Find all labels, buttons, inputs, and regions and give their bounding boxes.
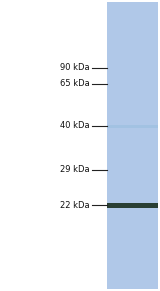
Bar xyxy=(107,203,158,207)
Text: 29 kDa: 29 kDa xyxy=(60,166,90,175)
Text: 40 kDa: 40 kDa xyxy=(60,122,90,130)
Bar xyxy=(107,2,158,289)
Text: 65 kDa: 65 kDa xyxy=(60,79,90,88)
Bar xyxy=(107,125,158,127)
Text: 90 kDa: 90 kDa xyxy=(60,63,90,72)
Text: 22 kDa: 22 kDa xyxy=(60,200,90,210)
